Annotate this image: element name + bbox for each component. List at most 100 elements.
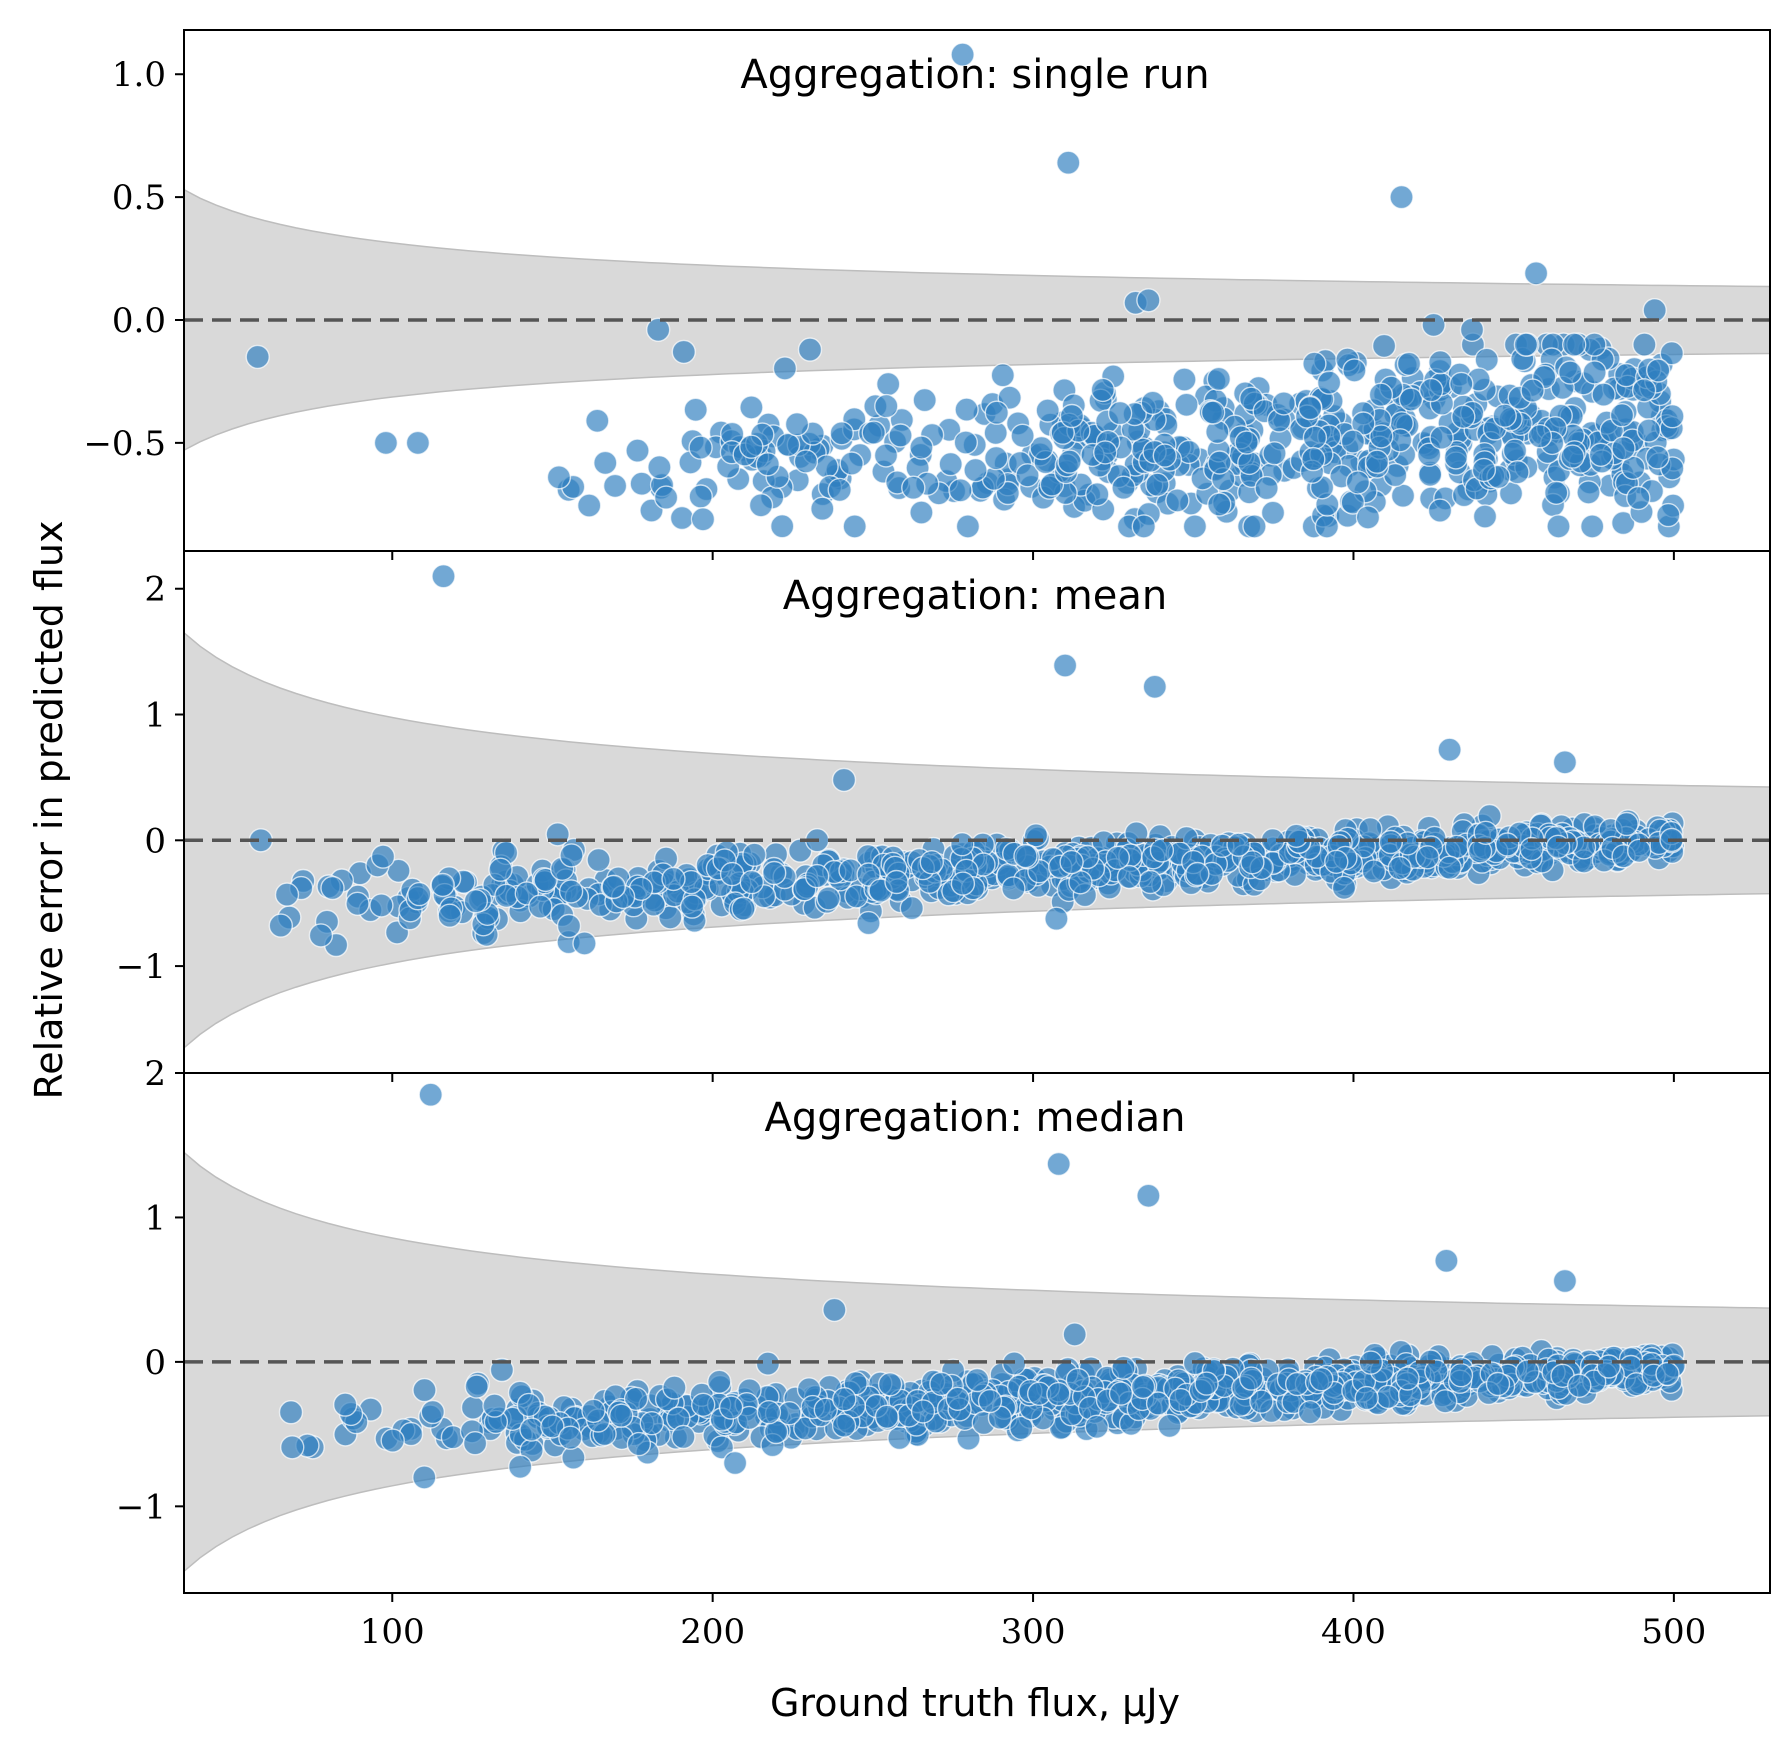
data-point [1116,864,1142,890]
data-point [756,1399,782,1425]
data-point [1364,449,1390,474]
data-point [1660,404,1685,429]
data-point [1090,377,1116,403]
data-point [647,455,672,480]
data-point [965,1367,990,1393]
data-point [1368,382,1394,407]
data-point [559,843,584,868]
data-point [1029,435,1054,461]
data-point [581,1398,606,1424]
data-point [1472,504,1498,529]
data-point [1520,378,1545,403]
data-point [407,881,432,907]
data-point [412,1377,437,1403]
data-point [1046,1151,1071,1177]
data-point [430,872,455,898]
data-point [1429,425,1454,450]
data-point [876,371,901,397]
data-point [1108,1381,1134,1406]
data-point [1131,514,1157,539]
data-point [1130,1374,1156,1400]
data-point [1515,1359,1540,1384]
panel-3: −1 0 1 2 100 200 300 400 500 Aggregation: median [116,1054,1771,1652]
data-point [1174,392,1199,417]
data-point [950,832,975,857]
data-point [1084,1414,1110,1440]
data-point [722,1450,748,1476]
data-point [963,457,988,483]
data-point [748,493,774,518]
data-point [1485,1371,1511,1397]
data-point [1345,470,1371,495]
data-point [1459,317,1485,342]
data-point [1157,1413,1182,1439]
data-point [1297,1399,1323,1425]
data-point [653,485,679,510]
data-point [320,875,345,901]
x-tick-label: 200 [680,1612,745,1652]
data-point [669,505,695,531]
data-point [1168,1387,1193,1413]
y-tick-label: 0.0 [112,301,166,341]
panel-title: Aggregation: single run [740,52,1209,98]
data-point [1059,849,1084,875]
data-point [488,857,513,882]
data-point [625,438,650,463]
data-point [602,473,628,499]
data-point [1659,341,1685,366]
data-point [948,478,973,503]
data-point [561,1445,586,1470]
x-tick-label: 500 [1641,1612,1706,1652]
panel-1: −0.5 0.0 0.5 1.0 Aggregation: single run [83,29,1771,560]
x-tick-label: 400 [1321,1612,1386,1652]
data-point [1591,382,1616,407]
data-point [691,1392,716,1418]
data-point [572,931,597,956]
data-point [822,1297,847,1323]
data-point [1023,823,1049,848]
data-point [1358,817,1383,842]
data-point [1557,360,1583,385]
data-point [1206,366,1232,392]
panel-title: Aggregation: mean [783,573,1167,619]
data-point [950,871,976,896]
data-point [755,452,780,477]
data-point [804,863,830,889]
data-point [1495,832,1520,857]
data-point [274,882,300,907]
panel-2: −1 0 1 2 Aggregation: mean [116,550,1771,1082]
data-point [1552,750,1578,775]
panels: −0.5 0.0 0.5 1.0 Aggregation: single run −1 0 1… [83,29,1771,1652]
data-point [919,850,944,875]
y-tick-label: 0 [144,821,166,861]
data-point [1614,811,1639,837]
data-point [662,1375,687,1400]
data-point [463,889,488,914]
y-tick-label: 1 [144,1198,166,1238]
axes-frame [183,1072,1771,1594]
data-point [1427,498,1453,523]
data-point [770,514,795,539]
data-point [1044,906,1069,931]
data-point [1207,450,1232,475]
data-point [1010,423,1035,448]
data-point [1369,424,1394,449]
data-point [1389,184,1414,210]
data-point [1560,444,1585,469]
y-tick-label: 0.5 [112,178,166,218]
data-point [829,421,854,446]
data-point [877,1372,903,1397]
data-point [1152,443,1178,468]
data-point [1471,457,1497,483]
y-tick-label: 1.0 [112,55,166,95]
data-point [739,395,764,420]
data-point [739,434,764,459]
data-point [856,910,881,936]
data-point [462,1430,488,1456]
data-point [827,477,852,503]
data-point [601,874,626,899]
data-point [1432,1389,1458,1414]
data-point [929,1371,954,1397]
data-point [1111,475,1136,500]
